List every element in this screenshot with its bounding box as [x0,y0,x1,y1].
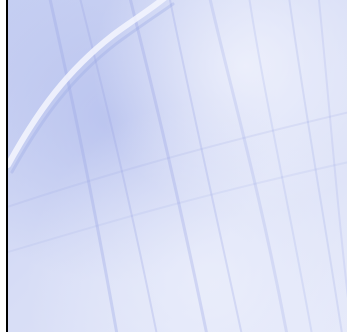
curved-highlight-streak-shadow [10,2,175,174]
left-edge-line [6,0,8,332]
diagonal-streaks [8,0,347,332]
texture-cloud-light-bottom [8,0,347,332]
blue-abstract-texture [8,0,347,332]
curved-highlight-streak [8,0,167,168]
